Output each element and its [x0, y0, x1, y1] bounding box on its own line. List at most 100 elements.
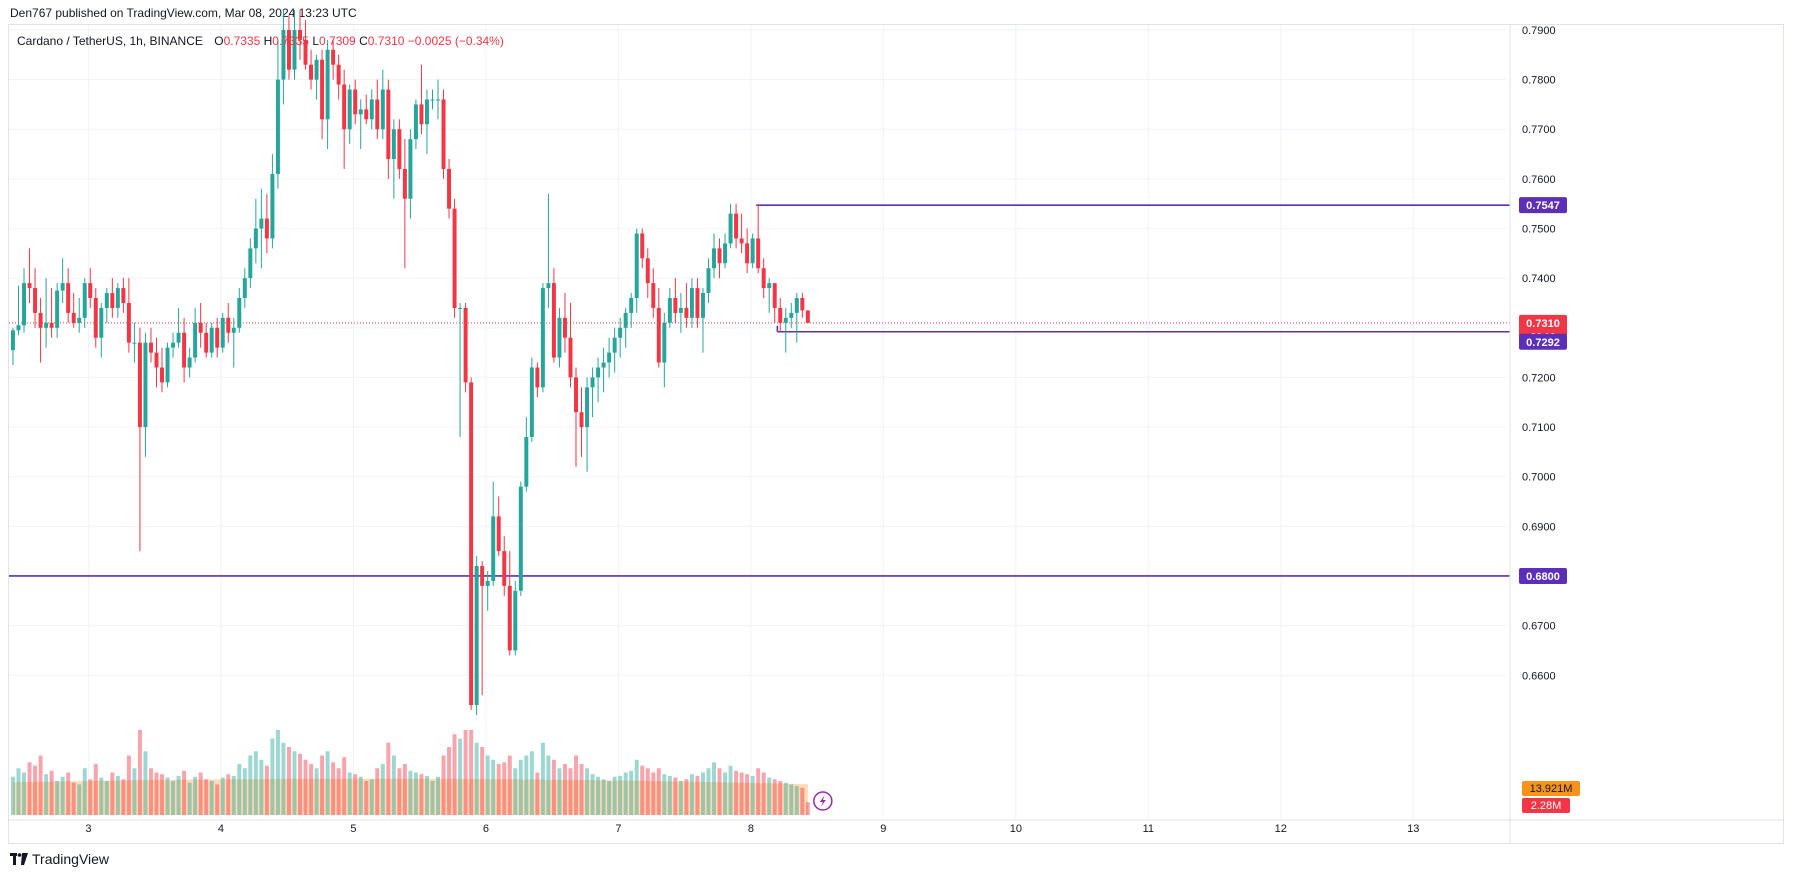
close-value: 0.7310 — [367, 34, 405, 48]
volume-bar — [193, 776, 198, 815]
volume-bars — [10, 730, 810, 815]
tradingview-logo[interactable]: TradingView — [10, 851, 109, 867]
candle-body — [805, 310, 810, 323]
volume-bar — [513, 768, 518, 815]
candle-body — [634, 233, 639, 299]
volume-bar — [237, 764, 242, 815]
volume-bar — [292, 751, 297, 815]
volume-bar — [623, 772, 628, 815]
candle-body — [38, 312, 43, 328]
volume-bar — [93, 764, 98, 815]
open-value: 0.7335 — [223, 34, 261, 48]
candle-body — [430, 99, 435, 101]
symbol-name: Cardano / TetherUS, 1h, BINANCE — [17, 34, 203, 48]
candle-body — [309, 64, 314, 80]
candle-body — [137, 342, 142, 428]
x-tick-label: 3 — [85, 823, 91, 835]
volume-bar — [590, 774, 595, 815]
volume-bar — [369, 779, 374, 815]
candle-body — [739, 238, 744, 244]
candle-body — [369, 99, 374, 120]
candle-body — [60, 283, 65, 291]
x-tick-label: 7 — [615, 823, 621, 835]
candle-body — [33, 288, 38, 313]
x-tick-label: 9 — [880, 823, 886, 835]
volume-bar — [347, 772, 352, 815]
axes: 0.7900 0.7800 0.7700 0.7600 0.7500 0.7400 0.73… — [9, 25, 1783, 843]
candle-body — [485, 580, 490, 586]
volume-bar — [182, 770, 187, 815]
volume-bar — [745, 774, 750, 815]
volume-bar — [678, 781, 683, 815]
level-price-label: 0.7292 — [1526, 337, 1560, 349]
volume-bar — [789, 784, 794, 815]
volume-bar — [750, 775, 755, 815]
candle-body — [491, 516, 496, 581]
volume-bar — [71, 782, 76, 815]
volume-last-box — [1522, 798, 1570, 813]
candle-body — [160, 367, 164, 383]
x-tick-label: 6 — [483, 823, 489, 835]
volume-bar — [204, 779, 209, 815]
candle-body — [662, 322, 667, 363]
candle-body — [298, 29, 302, 40]
candle-body — [386, 89, 391, 160]
candle-body — [756, 238, 761, 269]
candle-body — [535, 367, 540, 388]
volume-bar — [507, 755, 512, 815]
candle-body — [789, 312, 794, 318]
x-tick-label: 5 — [350, 823, 356, 835]
candle-body — [480, 566, 485, 586]
volume-bar — [723, 772, 728, 815]
candle-body — [402, 168, 407, 199]
candle-body — [88, 283, 93, 299]
candle-body — [44, 322, 49, 328]
volume-bar — [568, 768, 573, 815]
volume-bar — [248, 755, 253, 815]
candle-body — [723, 243, 728, 264]
candle-body — [419, 104, 424, 125]
y-tick-label: 0.6600 — [1522, 670, 1556, 682]
candle-body — [463, 307, 468, 383]
volume-bar — [469, 730, 474, 815]
volume-bar — [88, 779, 93, 815]
candle-body — [286, 29, 291, 70]
candle-body — [187, 357, 192, 368]
candle-body — [215, 327, 220, 348]
volume-bar — [496, 764, 501, 815]
candle-body — [171, 342, 176, 348]
candle-body — [778, 307, 783, 323]
candle-body — [143, 342, 148, 428]
candle-body — [800, 298, 805, 311]
volume-bar — [364, 781, 369, 815]
lightning-icon[interactable] — [813, 791, 833, 811]
low-value: 0.7309 — [319, 34, 356, 48]
volume-bar — [137, 730, 142, 815]
chart-frame[interactable] — [8, 24, 1784, 844]
candle-body — [524, 436, 529, 487]
volume-bar — [342, 757, 347, 815]
volume-bar — [16, 768, 21, 815]
volume-bar — [805, 802, 810, 815]
volume-bar — [198, 772, 203, 815]
low-label: L — [312, 34, 320, 48]
candle-body — [22, 283, 27, 326]
volume-bar — [518, 759, 523, 815]
candle-body — [320, 59, 325, 120]
candle-body — [601, 362, 606, 368]
volume-bar — [739, 772, 744, 815]
candle-body — [364, 109, 369, 120]
volume-bar — [756, 768, 761, 815]
high-value: 0.7335 — [272, 34, 309, 48]
x-tick-label: 10 — [1010, 823, 1022, 835]
candle-body — [204, 332, 209, 353]
volume-bar — [794, 786, 799, 815]
candle-body — [640, 233, 645, 259]
candle-body — [678, 307, 683, 313]
x-tick-label: 13 — [1407, 823, 1419, 835]
candle-body — [165, 347, 170, 383]
volume-bar — [502, 762, 507, 815]
volume-bar — [22, 772, 27, 815]
candle-body — [623, 312, 628, 328]
